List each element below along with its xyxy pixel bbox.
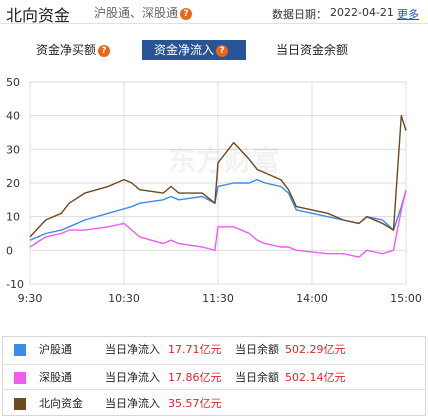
legend-swatch-sgt (14, 372, 26, 384)
legend-flow-value: 17.86亿元 (168, 371, 222, 384)
legend-balance-value: 502.29亿元 (285, 343, 346, 356)
legend-balance-label: 当日余额 (235, 371, 279, 384)
legend-name: 深股通 (39, 371, 72, 384)
tab-net-inflow[interactable]: 资金净流入? (142, 40, 246, 60)
y-tick-label: 40 (6, 110, 20, 123)
x-tick-label: 10:30 (108, 292, 140, 305)
x-tick-label: 11:30 (202, 292, 234, 305)
legend-flow-value: 35.57亿元 (168, 397, 222, 410)
tab-daily-balance-label: 当日资金余额 (276, 43, 349, 57)
legend-swatch-hgt (14, 344, 26, 356)
tab-net-buy[interactable]: 资金净买额? (36, 40, 111, 60)
legend-flow-value: 17.71亿元 (168, 343, 222, 356)
legend-swatch-north (14, 398, 26, 410)
legend-name: 北向资金 (39, 397, 83, 410)
legend-row-north: 北向资金 当日净流入 35.57亿元 (3, 391, 425, 417)
tab-daily-balance[interactable]: 当日资金余额 (276, 40, 348, 60)
x-axis-labels: 9:30 10:30 11:30 14:00 15:00 (18, 292, 422, 305)
date-label: 数据日期： (272, 8, 327, 21)
x-tick-label: 14:00 (296, 292, 328, 305)
legend-flow-label: 当日净流入 (105, 343, 160, 356)
help-icon[interactable]: ? (216, 44, 229, 57)
legend-name: 沪股通 (39, 343, 72, 356)
page-subtitle: 沪股通、深股通? (94, 4, 193, 21)
tab-net-inflow-label: 资金净流入 (154, 43, 215, 57)
y-tick-label: 50 (6, 76, 20, 89)
chart-grid (29, 81, 407, 285)
tab-net-buy-label: 资金净买额 (36, 43, 97, 57)
y-tick-label: 0 (6, 244, 13, 257)
legend-balance-value: 502.14亿元 (285, 371, 346, 384)
more-link[interactable]: 更多 (397, 8, 419, 21)
help-icon[interactable]: ? (98, 44, 111, 57)
legend-row-sgt: 深股通 当日净流入 17.86亿元 当日余额 502.14亿元 (3, 364, 425, 390)
subtitle-text: 沪股通、深股通 (94, 6, 179, 20)
header: 北向资金 沪股通、深股通? 数据日期： 2022-04-21 更多 (0, 0, 428, 25)
chart-lines (29, 115, 407, 258)
y-tick-label: 30 (6, 143, 20, 156)
y-tick-label: 20 (6, 177, 20, 190)
y-tick-label: -10 (6, 278, 24, 291)
page-title: 北向资金 (6, 6, 71, 25)
legend-flow-label: 当日净流入 (105, 397, 160, 410)
y-tick-label: 10 (6, 211, 20, 224)
series-line-2 (29, 115, 407, 238)
series-line-1 (29, 190, 407, 258)
y-axis-labels: 50 40 30 20 10 0 -10 (6, 76, 24, 291)
x-tick-label: 9:30 (18, 292, 43, 305)
help-icon[interactable]: ? (180, 7, 193, 20)
legend-row-hgt: 沪股通 当日净流入 17.71亿元 当日余额 502.29亿元 (3, 337, 425, 363)
x-tick-label: 15:00 (390, 292, 422, 305)
legend: 沪股通 当日净流入 17.71亿元 当日余额 502.29亿元 深股通 当日净流… (2, 336, 426, 416)
legend-flow-label: 当日净流入 (105, 371, 160, 384)
legend-balance-label: 当日余额 (235, 343, 279, 356)
date-value: 2022-04-21 (330, 6, 394, 19)
